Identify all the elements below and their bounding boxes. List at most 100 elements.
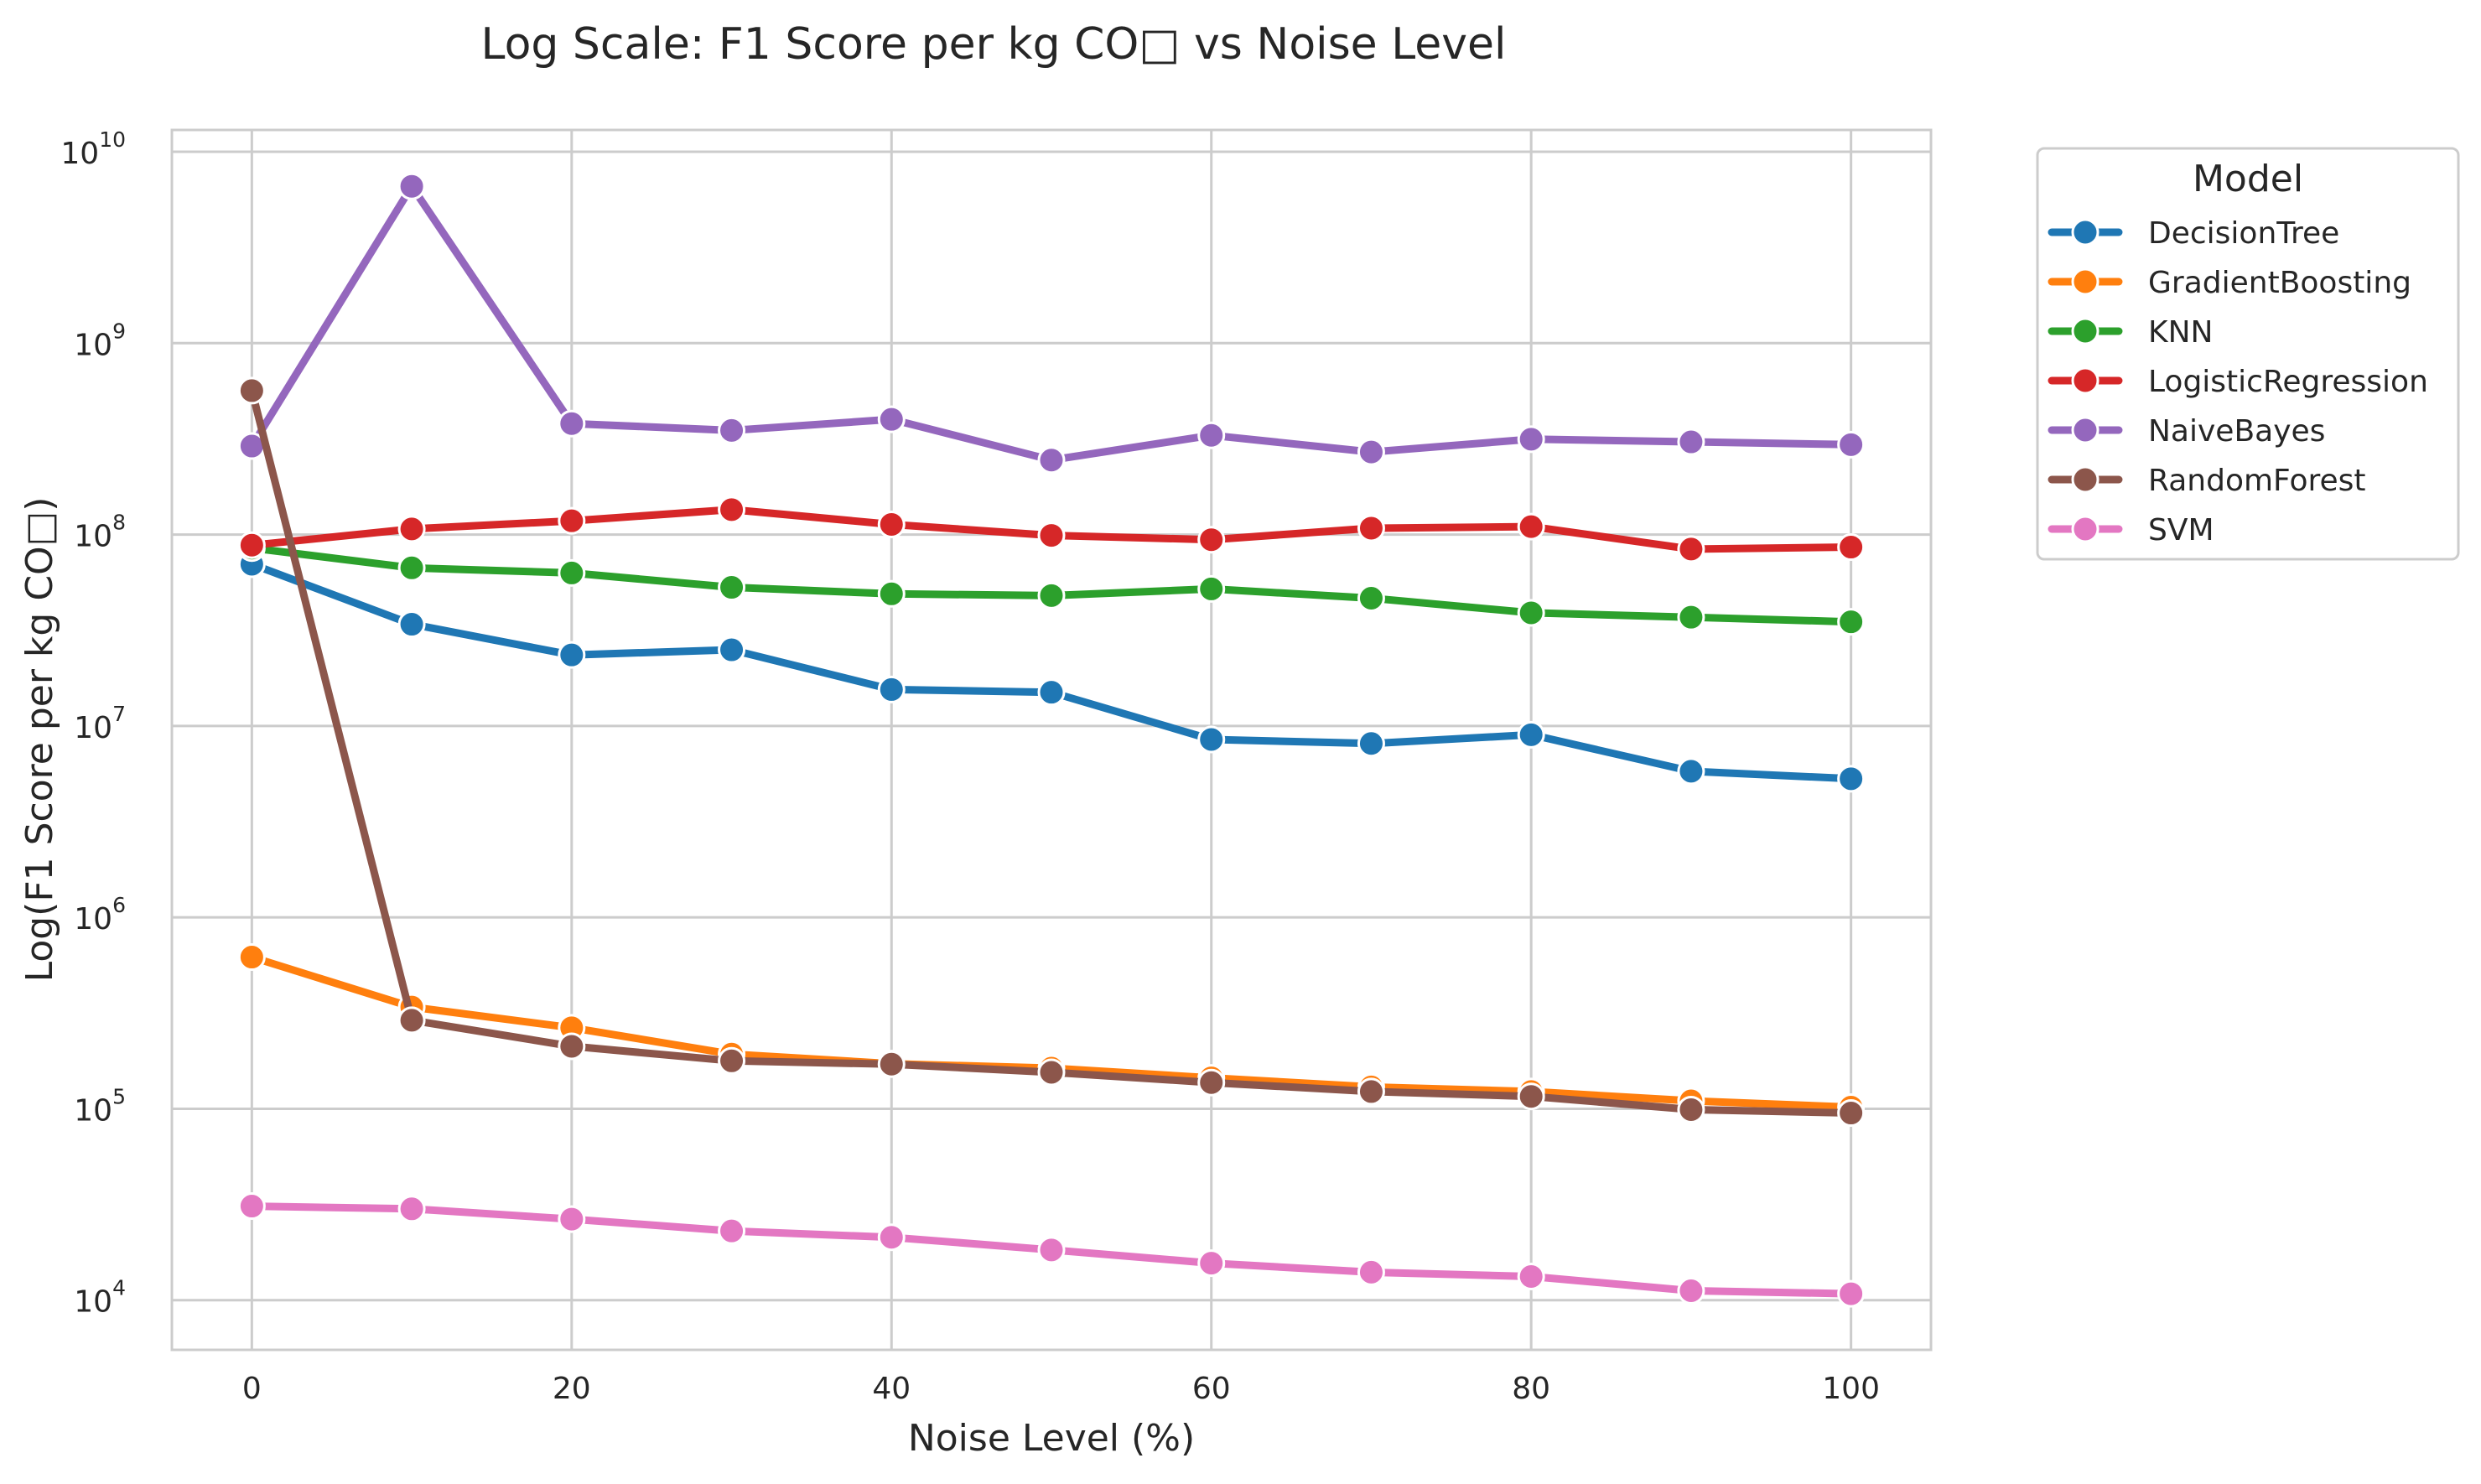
series-SVM [237, 1192, 1866, 1308]
y-axis-label: Log(F1 Score per kg CO□) [18, 497, 61, 983]
legend-title: Model [2193, 158, 2303, 200]
y-tick-label: 108 [74, 511, 126, 554]
data-point [1357, 729, 1385, 758]
data-point [1677, 1095, 1705, 1123]
y-tick-base: 10 [60, 137, 99, 171]
data-point [1677, 428, 1705, 456]
legend-box [2036, 147, 2460, 561]
data-point [1837, 1099, 1866, 1128]
series-LogisticRegression [237, 496, 1866, 563]
data-point [1677, 603, 1705, 631]
data-point [1197, 1249, 1226, 1278]
data-point [1037, 521, 1066, 550]
data-point [1197, 526, 1226, 554]
y-tick-label: 1010 [60, 127, 126, 171]
y-tick-base: 10 [74, 902, 112, 937]
legend-label: SVM [2148, 513, 2214, 547]
legend-label: DecisionTree [2148, 216, 2339, 251]
y-tick-base: 10 [74, 520, 112, 554]
data-point [1197, 574, 1226, 603]
series-DecisionTree [237, 550, 1866, 793]
data-point [1037, 1236, 1066, 1264]
legend-label: GradientBoosting [2148, 266, 2411, 300]
data-point [1837, 608, 1866, 636]
data-point [558, 641, 586, 669]
x-tick-label: 40 [872, 1372, 911, 1406]
legend-label: KNN [2148, 315, 2213, 350]
data-point [1037, 446, 1066, 475]
data-point [1677, 1276, 1705, 1305]
grid [172, 130, 1931, 1350]
legend-item-DecisionTree: DecisionTree [2048, 216, 2339, 251]
data-point [1517, 425, 1545, 454]
data-point [1517, 720, 1545, 749]
data-point [397, 172, 426, 200]
data-point [877, 405, 906, 433]
data-point [1037, 678, 1066, 707]
data-point [1517, 512, 1545, 541]
data-point [558, 409, 586, 438]
y-tick-base: 10 [74, 328, 112, 362]
x-axis-label: Noise Level (%) [908, 1417, 1195, 1460]
data-point [1357, 1258, 1385, 1286]
x-tick-label: 0 [242, 1372, 262, 1406]
data-point [1357, 514, 1385, 542]
y-tick-exponent: 4 [112, 1276, 126, 1300]
plot-frame [170, 128, 1933, 1352]
y-tick-exponent: 7 [112, 702, 126, 726]
data-point [1517, 1082, 1545, 1111]
legend-item-KNN: KNN [2048, 315, 2213, 350]
legend-label: LogisticRegression [2148, 365, 2428, 399]
data-point [1517, 1262, 1545, 1290]
data-point [1677, 757, 1705, 786]
legend-label: NaiveBayes [2148, 414, 2325, 449]
series-RandomForest [237, 376, 1866, 1128]
legend-items: DecisionTree GradientBoosting KNN LogisticR… [2048, 216, 2428, 547]
series-NaiveBayes [237, 172, 1866, 475]
y-tick-exponent: 10 [99, 127, 126, 152]
data-point [1197, 421, 1226, 449]
data-point [1837, 533, 1866, 562]
x-tick-label: 80 [1512, 1372, 1550, 1406]
legend: Model DecisionTree GradientBoosting KNN Log… [2036, 147, 2460, 561]
data-point [558, 558, 586, 587]
data-point [1037, 581, 1066, 610]
y-tick-exponent: 9 [112, 319, 126, 343]
y-tick-base: 10 [74, 1093, 112, 1128]
data-point [237, 943, 266, 972]
y-tick-label: 109 [74, 319, 126, 362]
y-tick-exponent: 6 [112, 893, 126, 917]
data-point [237, 376, 266, 405]
y-tick-label: 106 [74, 893, 126, 937]
y-tick-base: 10 [74, 711, 112, 745]
legend-item-LogisticRegression: LogisticRegression [2048, 365, 2428, 399]
data-point [718, 496, 746, 524]
y-tick-label: 105 [74, 1084, 126, 1128]
data-point [1517, 599, 1545, 627]
data-point [1837, 430, 1866, 459]
data-point [718, 573, 746, 602]
legend-swatch-marker [2071, 515, 2100, 543]
data-point [877, 510, 906, 538]
y-tick-label: 107 [74, 702, 126, 745]
data-point [1197, 725, 1226, 754]
data-point [397, 515, 426, 543]
data-point [397, 553, 426, 582]
data-point [877, 1050, 906, 1078]
series-line [247, 182, 1856, 464]
data-point [1197, 1068, 1226, 1097]
series [237, 172, 1866, 1308]
data-point [1837, 765, 1866, 793]
x-tick-label: 20 [553, 1372, 591, 1406]
legend-swatch-marker [2071, 317, 2100, 345]
legend-item-GradientBoosting: GradientBoosting [2048, 266, 2411, 300]
legend-swatch-marker [2071, 465, 2100, 494]
x-tick-label: 60 [1192, 1372, 1231, 1406]
legend-item-NaiveBayes: NaiveBayes [2048, 414, 2325, 449]
data-point [718, 1217, 746, 1245]
series-KNN [237, 534, 1866, 636]
data-point [558, 506, 586, 535]
data-point [877, 1223, 906, 1252]
legend-swatch-marker [2071, 218, 2100, 246]
